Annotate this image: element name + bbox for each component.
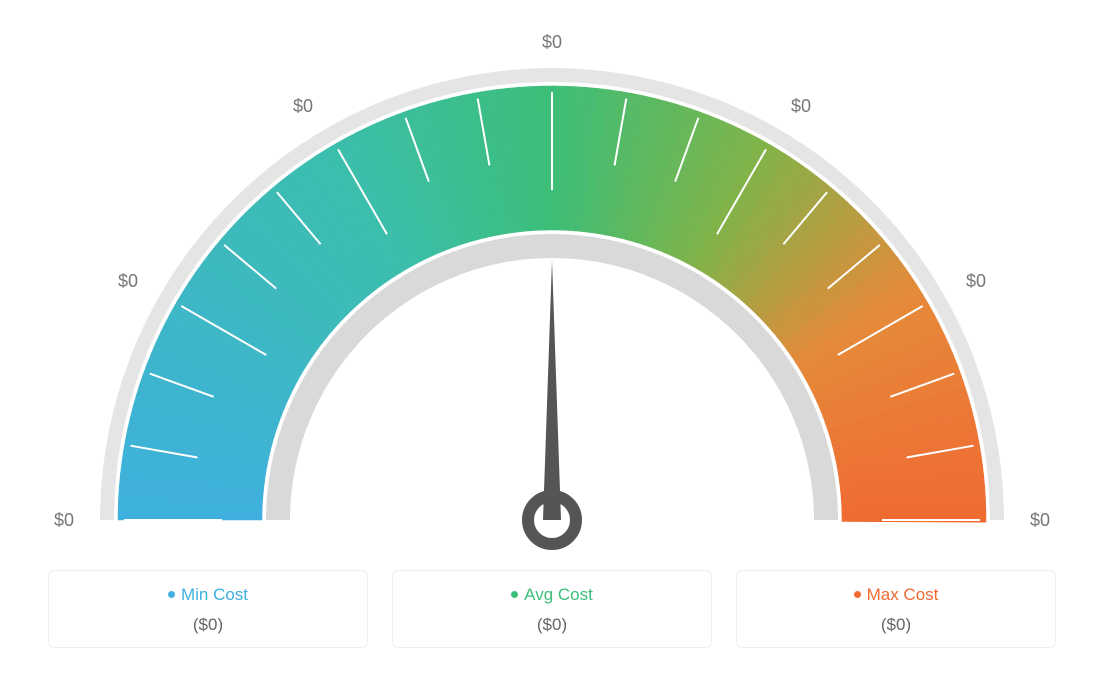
- legend-row: Min Cost ($0) Avg Cost ($0) Max Cost ($0): [0, 570, 1104, 648]
- legend-value-avg: ($0): [403, 615, 701, 635]
- gauge-tick-label: $0: [1030, 510, 1050, 530]
- legend-label-text: Min Cost: [181, 585, 248, 604]
- legend-card-min: Min Cost ($0): [48, 570, 368, 648]
- legend-label-text: Max Cost: [867, 585, 939, 604]
- gauge-tick-label: $0: [293, 96, 313, 116]
- cost-gauge-container: $0$0$0$0$0$0$0 Min Cost($0)Avg Cost($0)M…: [0, 0, 1104, 690]
- legend-dot-icon: [854, 591, 861, 598]
- legend-label-text: Avg Cost: [524, 585, 593, 604]
- legend-value-max: ($0): [747, 615, 1045, 635]
- gauge-tick-label: $0: [54, 510, 74, 530]
- legend-dot-icon: [168, 591, 175, 598]
- gauge-tick-label: $0: [542, 32, 562, 52]
- legend-label-max: Max Cost: [747, 585, 1045, 605]
- legend-value-min: ($0): [59, 615, 357, 635]
- gauge-tick-label: $0: [966, 271, 986, 291]
- legend-card-max: Max Cost ($0): [736, 570, 1056, 648]
- gauge-tick-label: $0: [791, 96, 811, 116]
- gauge-chart: $0 $0 $0 $0 $0 $0 $0: [0, 0, 1104, 560]
- legend-label-avg: Avg Cost: [403, 585, 701, 605]
- gauge-needle: [543, 260, 561, 520]
- legend-card-avg: Avg Cost ($0): [392, 570, 712, 648]
- gauge-tick-label: $0: [118, 271, 138, 291]
- legend-label-min: Min Cost: [59, 585, 357, 605]
- legend-dot-icon: [511, 591, 518, 598]
- gauge-svg: $0 $0 $0 $0 $0 $0 $0: [32, 0, 1072, 560]
